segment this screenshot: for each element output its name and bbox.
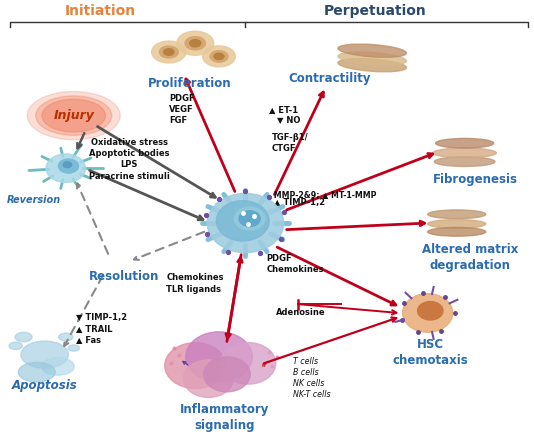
Ellipse shape: [184, 360, 233, 397]
Text: Perpetuation: Perpetuation: [324, 4, 426, 18]
Ellipse shape: [15, 332, 32, 342]
Ellipse shape: [207, 194, 284, 253]
Text: Oxidative stress
Apoptotic bodies
LPS
Paracrine stimuli: Oxidative stress Apoptotic bodies LPS Pa…: [89, 137, 170, 181]
Ellipse shape: [68, 345, 80, 351]
Ellipse shape: [42, 99, 105, 132]
Ellipse shape: [338, 58, 406, 72]
Ellipse shape: [36, 96, 112, 136]
Ellipse shape: [185, 37, 206, 50]
Text: Proliferation: Proliferation: [148, 78, 232, 90]
Ellipse shape: [403, 294, 453, 332]
Ellipse shape: [152, 41, 186, 63]
Text: Inflammatory
signaling: Inflammatory signaling: [179, 403, 269, 432]
Ellipse shape: [59, 333, 73, 341]
Ellipse shape: [216, 201, 269, 241]
Ellipse shape: [42, 358, 74, 375]
Ellipse shape: [18, 362, 55, 382]
Ellipse shape: [428, 220, 486, 228]
Text: Initiation: Initiation: [65, 4, 136, 18]
Text: Altered matrix
degradation: Altered matrix degradation: [422, 243, 518, 272]
Ellipse shape: [190, 39, 201, 47]
Ellipse shape: [58, 159, 78, 173]
Ellipse shape: [27, 92, 120, 140]
Text: Adenosine: Adenosine: [276, 308, 326, 318]
Ellipse shape: [164, 342, 226, 389]
Ellipse shape: [186, 332, 252, 382]
Ellipse shape: [428, 227, 486, 236]
Text: Apoptosis: Apoptosis: [12, 379, 77, 392]
Text: ▼ NO: ▼ NO: [277, 115, 301, 124]
Text: Fibrogenesis: Fibrogenesis: [433, 173, 517, 186]
Ellipse shape: [338, 44, 406, 57]
Ellipse shape: [221, 342, 276, 384]
Ellipse shape: [239, 211, 260, 226]
Text: Contractility: Contractility: [289, 72, 371, 85]
Ellipse shape: [63, 162, 72, 167]
Text: TGF-β1/
CTGF: TGF-β1/ CTGF: [272, 133, 309, 153]
Ellipse shape: [177, 31, 214, 55]
Text: ▼ TIMP-1,2
▲ TRAIL
▲ Fas: ▼ TIMP-1,2 ▲ TRAIL ▲ Fas: [76, 313, 128, 344]
Ellipse shape: [163, 49, 174, 55]
Ellipse shape: [159, 46, 178, 58]
Ellipse shape: [433, 148, 496, 158]
Ellipse shape: [418, 302, 443, 320]
Text: ▲ TIMP-1,2: ▲ TIMP-1,2: [274, 198, 326, 207]
Ellipse shape: [46, 154, 85, 183]
Text: ▲ MMP-2&9; ▲ MT-1-MMP: ▲ MMP-2&9; ▲ MT-1-MMP: [265, 190, 376, 199]
Ellipse shape: [21, 341, 68, 368]
Text: Injury: Injury: [53, 109, 94, 122]
Text: Reversion: Reversion: [7, 194, 61, 205]
Ellipse shape: [9, 342, 22, 350]
Text: PDGF
VEGF
FGF: PDGF VEGF FGF: [169, 93, 194, 125]
Ellipse shape: [210, 51, 228, 62]
Text: PDGF
Chemokines: PDGF Chemokines: [266, 254, 324, 274]
Ellipse shape: [214, 53, 224, 59]
Text: ▲ ET-1: ▲ ET-1: [269, 105, 299, 113]
Ellipse shape: [234, 207, 265, 230]
Text: T cells
B cells
NK cells
NK-T cells: T cells B cells NK cells NK-T cells: [293, 357, 331, 399]
Text: Resolution: Resolution: [89, 270, 159, 284]
Ellipse shape: [203, 357, 250, 392]
Text: HSC
chemotaxis: HSC chemotaxis: [392, 338, 468, 367]
Ellipse shape: [202, 46, 235, 67]
Ellipse shape: [338, 52, 406, 65]
Text: Chemokines
TLR ligands: Chemokines TLR ligands: [166, 273, 224, 294]
Ellipse shape: [434, 157, 495, 167]
Ellipse shape: [428, 210, 486, 219]
Ellipse shape: [436, 138, 494, 148]
